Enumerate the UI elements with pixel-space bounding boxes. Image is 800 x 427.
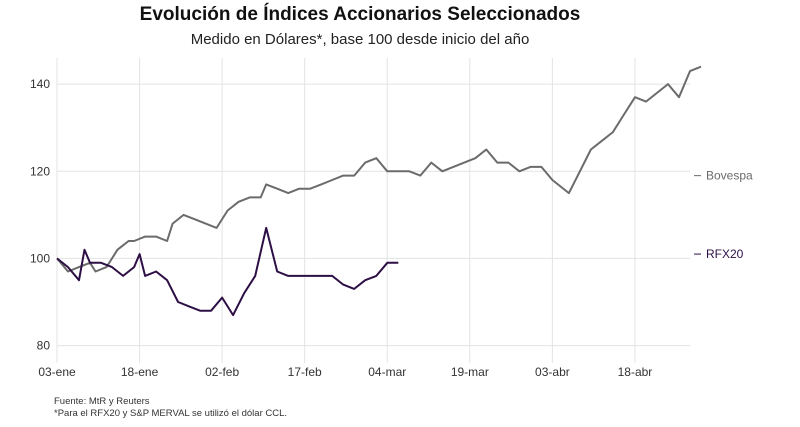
source-line: Fuente: MtR y Reuters <box>54 396 150 407</box>
x-tick-label: 19-mar <box>451 365 489 379</box>
grid <box>56 58 690 363</box>
x-tick-label: 18-abr <box>618 365 653 379</box>
x-tick-label: 03-abr <box>535 365 570 379</box>
series-label-bovespa: Bovespa <box>706 169 753 183</box>
x-tick-label: 18-ene <box>121 365 159 379</box>
y-tick-label: 80 <box>37 339 51 353</box>
series-label-rfx20: RFX20 <box>706 247 744 261</box>
series-group <box>56 65 702 317</box>
axis-labels: 80 100 120 140 03-ene 18-ene 02-feb 17-feb 04-ma… <box>30 77 652 379</box>
y-tick-label: 120 <box>30 164 50 178</box>
chart-title: Evolución de Índices Accionarios Selecci… <box>139 4 581 25</box>
y-tick-label: 140 <box>30 77 50 91</box>
x-tick-label: 17-feb <box>288 365 322 379</box>
series-line-rfx20 <box>56 226 399 317</box>
series-line-bovespa <box>56 65 702 273</box>
x-tick-label: 03-ene <box>38 365 76 379</box>
y-tick-label: 100 <box>30 251 50 265</box>
x-tick-label: 04-mar <box>368 365 406 379</box>
x-tick-label: 02-feb <box>205 365 239 379</box>
chart-subtitle: Medido en Dólares*, base 100 desde inici… <box>190 31 530 48</box>
series-labels: Bovespa RFX20 <box>694 169 753 261</box>
footnote-line: *Para el RFX20 y S&P MERVAL se utilizó e… <box>54 408 288 419</box>
source-note: Fuente: MtR y Reuters *Para el RFX20 y S… <box>54 396 287 420</box>
